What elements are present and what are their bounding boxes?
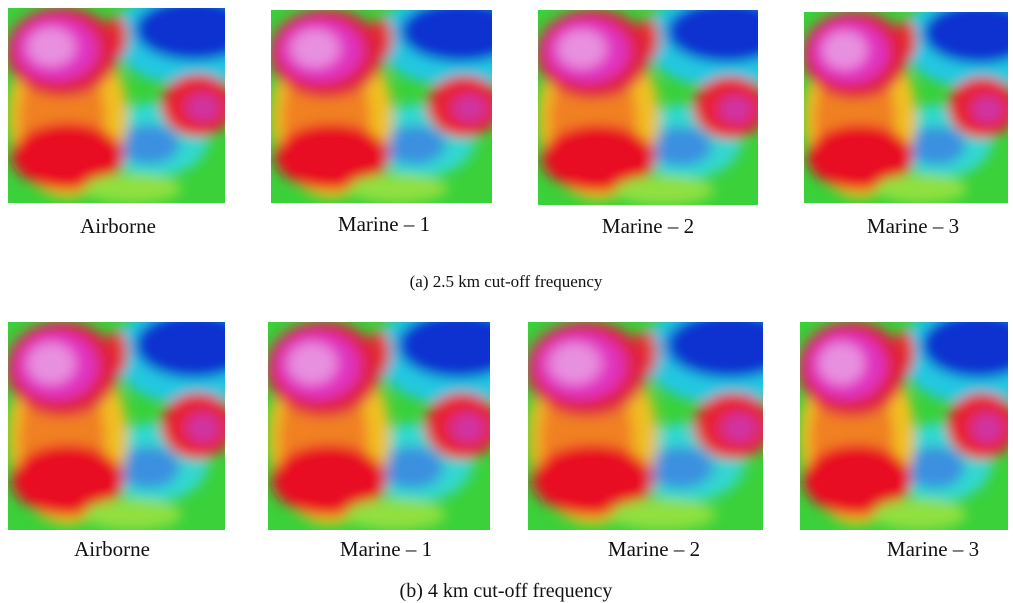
map-image [526,301,816,530]
panel-label: Marine – 2 [602,214,694,238]
map-image [536,0,808,205]
panel-label: Marine – 3 [887,537,979,561]
caption: (b) 4 km cut-off frequency [400,580,613,602]
map-image [6,301,274,530]
map-image [269,0,542,203]
panel-label: Airborne [74,537,150,561]
panel-label: Marine – 2 [608,537,700,561]
panel-label: Marine – 1 [338,212,430,236]
figure: Airborne Marine – 1 Marine – 2 Marine – … [0,0,1013,603]
map-image [802,0,1013,203]
map-image [6,0,274,203]
panel-label: Marine – 3 [867,214,959,238]
map-image [798,301,1013,530]
caption: (a) 2.5 km cut-off frequency [410,272,603,291]
map-image [266,301,540,530]
page: Airborne Marine – 1 Marine – 2 Marine – … [0,0,1013,603]
panel-label: Airborne [80,214,156,238]
panel-label: Marine – 1 [340,537,432,561]
